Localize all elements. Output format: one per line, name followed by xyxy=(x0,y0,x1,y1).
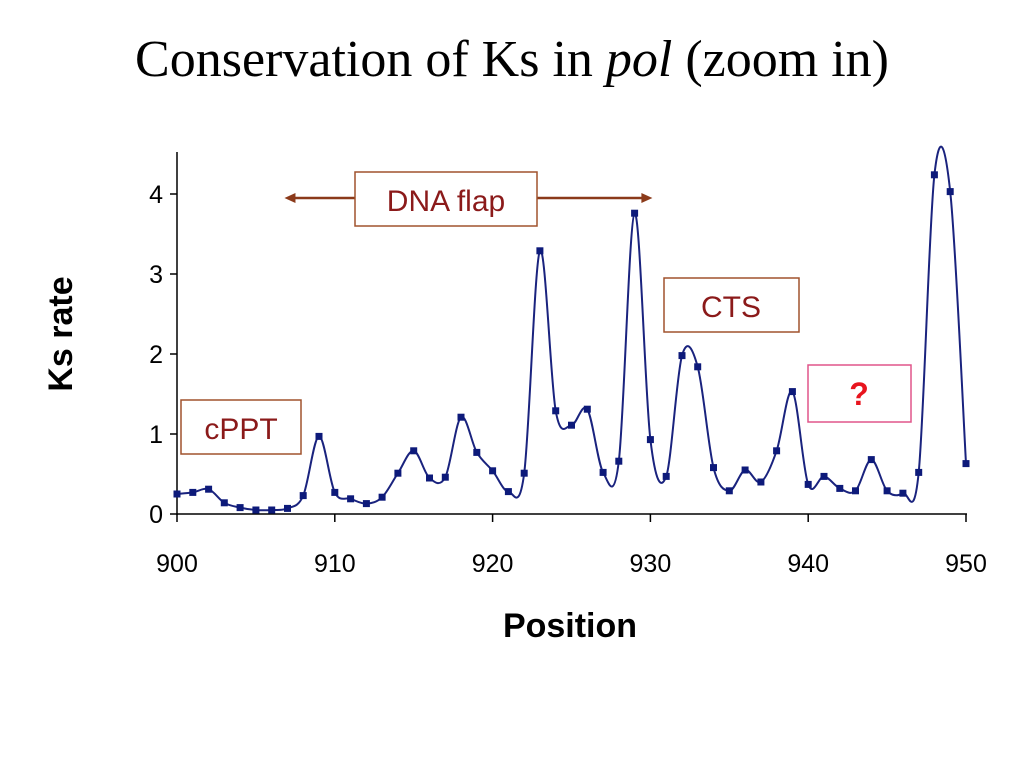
x-tick-label: 910 xyxy=(314,550,356,578)
data-point xyxy=(441,473,449,481)
data-point xyxy=(536,247,544,255)
x-tick-label: 900 xyxy=(156,550,198,578)
data-point xyxy=(757,478,765,486)
data-point xyxy=(820,472,828,480)
data-point xyxy=(504,488,512,496)
y-tick-label: 2 xyxy=(149,341,163,369)
data-point xyxy=(568,421,575,429)
data-point xyxy=(962,460,970,468)
cppt-box xyxy=(180,399,302,455)
data-point xyxy=(552,407,560,415)
data-point xyxy=(836,484,844,492)
series-ks-rate xyxy=(173,145,970,514)
data-point xyxy=(457,413,465,421)
data-point xyxy=(867,456,875,464)
data-point xyxy=(725,487,733,495)
data-point xyxy=(930,171,938,179)
x-tick-label: 950 xyxy=(945,550,987,578)
slide-title: Conservation of Ks in pol (zoom in) xyxy=(0,30,1024,89)
data-point xyxy=(315,432,323,440)
data-point xyxy=(915,468,923,476)
data-point xyxy=(694,363,702,371)
x-tick-label: 930 xyxy=(630,550,672,578)
y-tick-label: 3 xyxy=(149,261,163,289)
data-point xyxy=(883,487,891,495)
data-point xyxy=(788,388,796,396)
dna-flap-box xyxy=(354,171,538,227)
data-point xyxy=(410,447,418,455)
data-point xyxy=(804,480,812,488)
data-point xyxy=(268,506,276,514)
title-prefix: Conservation of Ks in xyxy=(135,31,606,88)
data-point xyxy=(599,468,607,476)
y-axis-title: Ks rate xyxy=(42,276,80,391)
data-point xyxy=(631,209,639,217)
axes: 0 1 2 3 4 900 910 920 930 940 950 xyxy=(149,152,987,578)
data-point xyxy=(426,474,433,482)
dna-flap-arrowhead-right xyxy=(641,193,653,203)
y-tick-label: 0 xyxy=(149,501,163,529)
y-tick-label: 4 xyxy=(149,181,163,209)
cts-label: CTS xyxy=(701,291,761,324)
data-point xyxy=(173,490,181,498)
dna-flap-label: DNA flap xyxy=(387,185,505,218)
data-point xyxy=(378,493,386,501)
title-italic: pol xyxy=(605,31,673,88)
y-tick-label: 1 xyxy=(149,421,163,449)
data-point xyxy=(347,495,355,503)
data-point xyxy=(615,457,623,465)
data-point xyxy=(362,500,370,508)
data-point xyxy=(331,488,339,496)
data-point xyxy=(678,352,686,360)
title-suffix: (zoom in) xyxy=(672,31,889,88)
data-point xyxy=(220,499,228,507)
x-tick-label: 940 xyxy=(787,550,829,578)
data-point xyxy=(189,488,197,496)
data-point xyxy=(284,504,291,512)
question-label: ? xyxy=(849,376,869,412)
x-axis-title: Position xyxy=(503,607,637,645)
cppt-label: cPPT xyxy=(204,413,277,446)
data-point xyxy=(899,489,907,497)
data-point xyxy=(946,188,954,196)
data-point xyxy=(252,506,260,514)
x-tick-label: 920 xyxy=(472,550,514,578)
data-point xyxy=(489,467,497,475)
data-point xyxy=(710,464,717,472)
question-box xyxy=(807,364,912,423)
data-point xyxy=(473,448,481,456)
data-point xyxy=(299,492,307,500)
data-point xyxy=(773,447,781,455)
data-point xyxy=(394,469,402,477)
data-point xyxy=(741,466,749,474)
data-point xyxy=(852,487,859,495)
data-point xyxy=(236,504,244,512)
data-point xyxy=(662,472,670,480)
dna-flap-arrowhead-left xyxy=(284,193,296,203)
data-point xyxy=(520,469,528,477)
cts-box xyxy=(663,277,800,333)
annotations: DNA flap CTS cPPT ? xyxy=(180,171,912,455)
data-point xyxy=(205,485,213,493)
data-point xyxy=(646,436,654,444)
data-point xyxy=(583,405,591,413)
